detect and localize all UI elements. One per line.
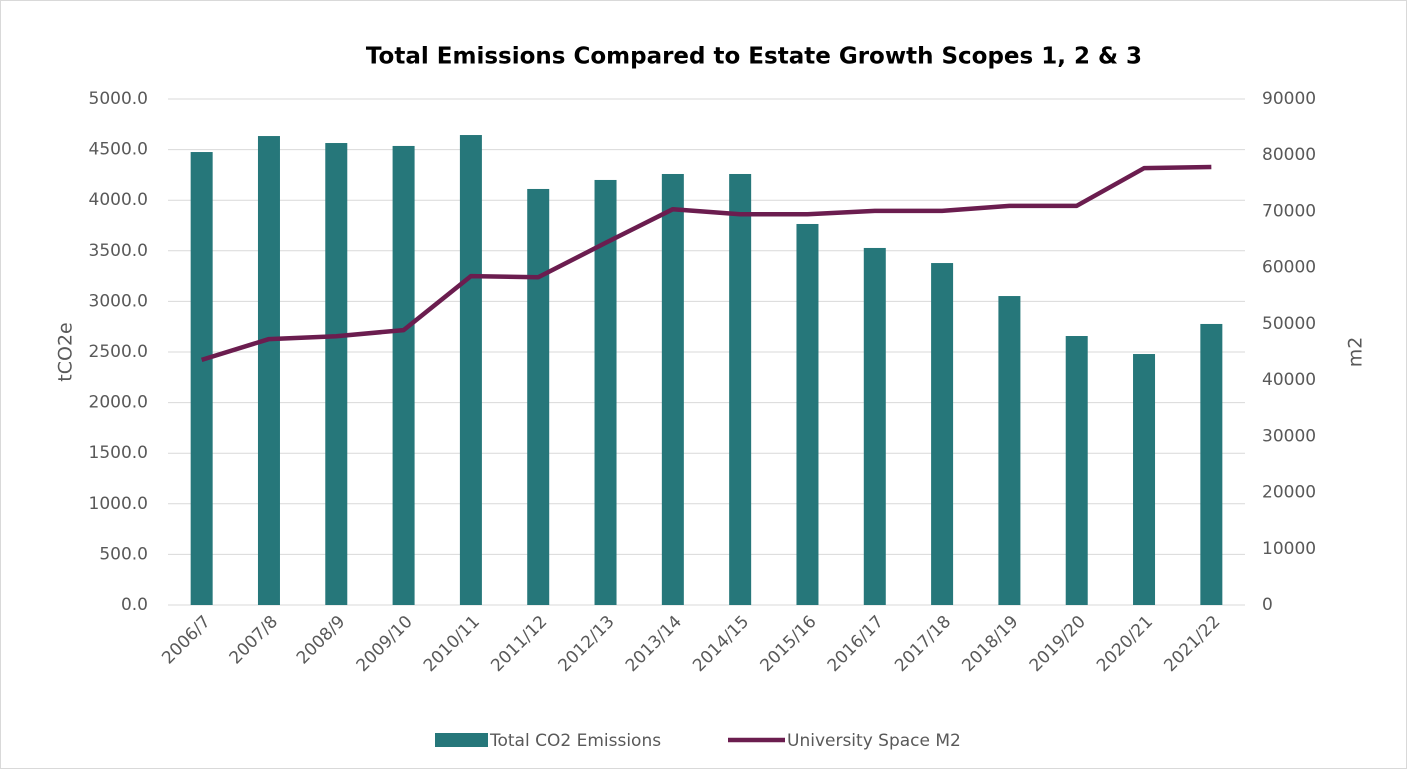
y-tick-label: 4000.0 [89, 190, 148, 210]
y2-axis-title: m2 [1345, 337, 1367, 368]
y2-tick-label: 30000 [1262, 426, 1316, 446]
y2-tick-label: 0 [1262, 595, 1273, 615]
bar [527, 188, 550, 605]
chart-title: Total Emissions Compared to Estate Growt… [366, 44, 1142, 70]
y-tick-label: 5000.0 [89, 89, 148, 109]
bar [594, 179, 617, 605]
y-tick-label: 0.0 [121, 595, 148, 615]
legend-label: University Space M2 [787, 731, 961, 751]
bar [459, 135, 482, 605]
y-tick-label: 3000.0 [89, 291, 148, 311]
y-tick-label: 1500.0 [89, 443, 148, 463]
y2-tick-label: 80000 [1262, 145, 1316, 165]
legend-swatch [435, 733, 488, 747]
y2-tick-label: 20000 [1262, 483, 1316, 503]
y-tick-label: 2500.0 [89, 342, 148, 362]
legend-label: Total CO2 Emissions [489, 731, 661, 751]
line [200, 164, 1212, 363]
bar [863, 247, 886, 605]
y2-tick-label: 10000 [1262, 539, 1316, 559]
y-tick-label: 1000.0 [89, 494, 148, 514]
y-axis-title: tCO2e [55, 322, 77, 381]
y2-tick-label: 90000 [1262, 89, 1316, 109]
bar [1133, 354, 1156, 605]
y2-tick-label: 70000 [1262, 201, 1316, 221]
bar [325, 143, 348, 605]
bar [1065, 336, 1088, 605]
bar [729, 173, 752, 605]
bar [392, 145, 415, 606]
y2-tick-label: 40000 [1262, 370, 1316, 390]
bar [796, 223, 819, 605]
bar [661, 173, 684, 605]
bar [1200, 323, 1223, 605]
bar [931, 263, 954, 605]
y-tick-label: 500.0 [99, 544, 148, 564]
y2-tick-label: 60000 [1262, 258, 1316, 278]
bar [998, 296, 1021, 605]
y2-tick-label: 50000 [1262, 314, 1316, 334]
bar [190, 152, 213, 605]
bar [257, 136, 280, 606]
y-tick-label: 3500.0 [89, 241, 148, 261]
y-tick-label: 4500.0 [89, 140, 148, 160]
y-tick-label: 2000.0 [89, 393, 148, 413]
